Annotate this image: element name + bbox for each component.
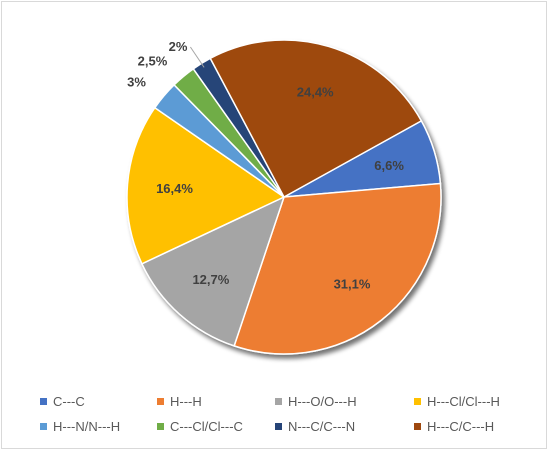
slice-label-h-c-c-h: 24,4% [297, 85, 334, 100]
legend-label-h-c-c-h: H---C/C---H [427, 419, 494, 434]
legend-item-c-c: C---C [40, 394, 85, 409]
legend-item-h-cl-cl-h: H---Cl/Cl---H [414, 394, 500, 409]
slice-label-h-cl-cl-h: 16,4% [156, 181, 193, 196]
legend-swatch-c-c [40, 398, 47, 405]
pie-slice-h-h [233, 182, 442, 355]
legend-label-c-cl-cl-c: C---Cl/Cl---C [170, 419, 243, 434]
slice-label-n-c-c-n: 2% [169, 39, 188, 54]
slice-label-h-n-n-h: 3% [127, 75, 146, 90]
legend-swatch-h-o-o-h [275, 398, 282, 405]
legend-item-h-c-c-h: H---C/C---H [414, 419, 494, 434]
legend-item-n-c-c-n: N---C/C---N [275, 419, 355, 434]
legend-swatch-h-cl-cl-h [414, 398, 421, 405]
legend-label-h-o-o-h: H---O/O---H [288, 394, 357, 409]
legend-swatch-h-n-n-h [40, 423, 47, 430]
legend-item-c-cl-cl-c: C---Cl/Cl---C [157, 419, 243, 434]
leader-line-n-c-c-n [189, 46, 205, 68]
legend-swatch-c-cl-cl-c [157, 423, 164, 430]
legend-item-h-o-o-h: H---O/O---H [275, 394, 357, 409]
legend-item-h-h: H---H [157, 394, 202, 409]
legend-label-h-h: H---H [170, 394, 202, 409]
legend-swatch-h-h [157, 398, 164, 405]
slice-label-h-o-o-h: 12,7% [192, 272, 229, 287]
slice-label-c-c: 6,6% [374, 158, 404, 173]
pie-slice-h-c-c-h [209, 39, 423, 199]
legend-swatch-n-c-c-n [275, 423, 282, 430]
pie-slice-h-o-o-h [140, 195, 286, 347]
legend-swatch-h-c-c-h [414, 423, 421, 430]
leader-lines [189, 46, 205, 68]
legend: C---C H---H H---O/O---H H---Cl/Cl---H H---N/… [40, 394, 500, 434]
pie-slice-h-cl-cl-h [126, 106, 286, 265]
legend-label-h-n-n-h: H---N/N---H [53, 419, 120, 434]
slice-label-h-h: 31,1% [334, 276, 371, 291]
slice-label-c-cl-cl-c: 2,5% [138, 53, 168, 68]
legend-label-n-c-c-n: N---C/C---N [288, 419, 355, 434]
legend-label-h-cl-cl-h: H---Cl/Cl---H [427, 394, 500, 409]
legend-label-c-c: C---C [53, 394, 85, 409]
legend-item-h-n-n-h: H---N/N---H [40, 419, 120, 434]
pie-slices [126, 39, 442, 355]
slice-labels: 6,6% 31,1% 12,7% 16,4% 3% 2,5%2% 24,4% [127, 39, 404, 291]
